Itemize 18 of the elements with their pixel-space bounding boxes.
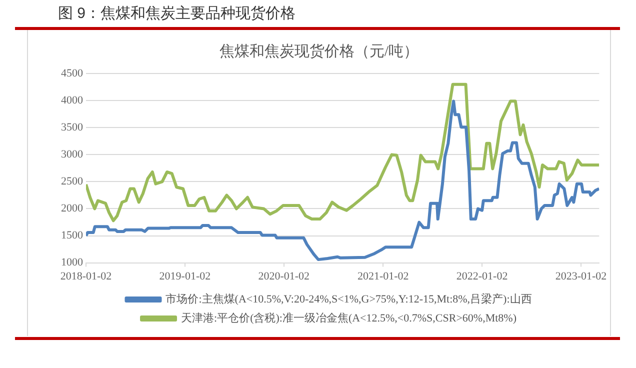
y-tick-label: 1000 [61,256,84,269]
y-tick-label: 4000 [61,94,84,107]
y-tick-label: 1500 [61,230,84,242]
y-tick-label: 2000 [61,202,84,215]
chart-title: 图 9：焦煤和焦炭主要品种现货价格 [58,4,296,23]
x-tick-label: 2018-01-02 [60,270,112,282]
x-tick-label: 2021-01-02 [357,270,409,282]
y-tick-label: 2500 [61,176,84,188]
x-tick-label: 2019-01-02 [159,270,211,282]
legend-label: 市场价:主焦煤(A<10.5%,V:20-24%,S<1%,G>75%,Y:12-15,Mt:8%,吕梁产):山西 [166,292,532,306]
y-tick-label: 3500 [61,122,84,134]
chart-subtitle: 焦煤和焦炭现货价格（元/吨） [218,42,420,61]
legend-label: 天津港:平仓价(含税):准一级冶金焦(A<12.5%,<0.7%S,CSR>60%,Mt8%) [181,311,517,324]
x-tick-label: 2022-01-02 [456,270,508,282]
x-tick-label: 2023-01-02 [555,270,607,282]
y-tick-label: 4500 [61,67,84,80]
x-tick-label: 2020-01-02 [258,270,310,282]
y-tick-label: 3000 [61,148,84,161]
